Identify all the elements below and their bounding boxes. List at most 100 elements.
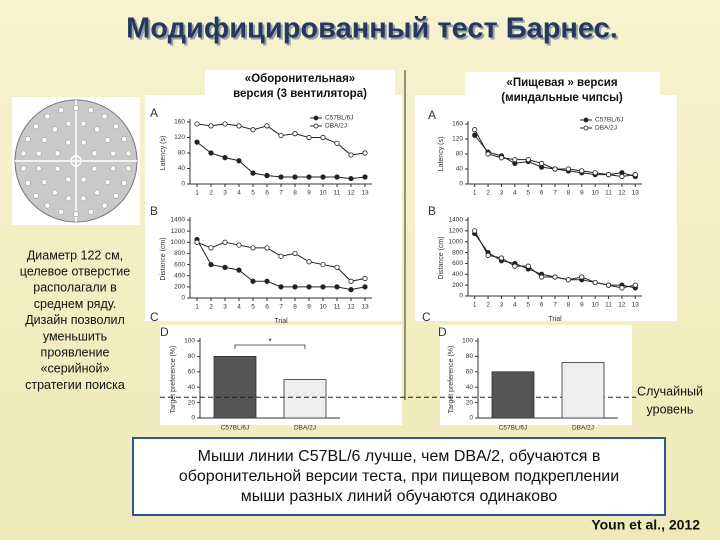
y-axis-label: Latency (s) <box>160 136 167 171</box>
data-point <box>194 239 200 245</box>
maze-hole <box>24 180 31 186</box>
y-tick-label: 80 <box>188 353 196 360</box>
y-tick-label: 400 <box>452 271 463 278</box>
caption-box <box>465 72 660 110</box>
maze-hole <box>33 192 39 199</box>
maze-hole <box>54 150 61 157</box>
maze-hole <box>58 209 64 215</box>
data-point <box>194 121 200 127</box>
description-line: проявление <box>41 345 110 359</box>
maze <box>14 99 138 223</box>
y-tick-label: 0 <box>181 181 185 188</box>
y-tick-label: 1200 <box>449 228 464 235</box>
conclusion-line: мыши разных линий обучаются одинаково <box>241 488 558 505</box>
x-axis-label: Trial <box>274 318 288 325</box>
y-tick-label: 0 <box>459 181 463 188</box>
y-tick-label: 20 <box>466 399 474 406</box>
x-tick-label: 12 <box>618 302 626 309</box>
panel-caption: (миндальные чипсы) <box>501 92 623 104</box>
chance-label: уровень <box>647 402 694 416</box>
x-tick-label: 10 <box>319 304 327 311</box>
maze-hole <box>52 189 58 196</box>
y-tick-label: 120 <box>174 134 185 141</box>
x-tick-label: 4 <box>237 304 241 311</box>
data-point <box>592 170 598 176</box>
y-tick-label: 80 <box>466 353 474 360</box>
y-tick-label: 1000 <box>449 238 464 245</box>
data-point <box>250 170 256 176</box>
data-point <box>362 174 368 180</box>
panel-letter: C <box>150 310 159 324</box>
data-point <box>236 123 242 129</box>
data-point <box>605 282 612 288</box>
x-tick-label: 2 <box>486 302 490 309</box>
x-tick-label: 6 <box>265 304 269 311</box>
data-point <box>334 284 340 290</box>
data-point <box>222 121 228 127</box>
data-point <box>552 166 558 172</box>
x-tick-label: 11 <box>334 190 341 197</box>
y-tick-label: 40 <box>178 165 186 172</box>
figure-right <box>415 95 677 321</box>
maze-hole <box>80 195 87 202</box>
x-tick-label: 12 <box>347 304 355 311</box>
data-point <box>264 245 270 251</box>
maze-hole <box>88 209 94 215</box>
maze-hole <box>44 113 51 120</box>
y-axis-label: Target preference (%) <box>170 346 177 414</box>
data-point <box>579 274 585 280</box>
x-tick-label: DBA/2J <box>294 425 316 432</box>
data-point <box>292 174 298 180</box>
maze-hole <box>54 165 61 172</box>
data-point <box>320 134 326 141</box>
data-point <box>565 166 571 172</box>
maze-hole <box>121 136 128 142</box>
title: Модифицированный тест Барнес. <box>126 13 618 45</box>
x-axis-label: Trial <box>548 316 562 323</box>
x-tick-label: 4 <box>237 190 241 197</box>
x-tick-label: 9 <box>580 190 584 197</box>
x-tick-label: 7 <box>553 190 557 197</box>
data-point <box>362 275 368 282</box>
data-point <box>208 150 214 156</box>
maze-hole <box>41 179 48 185</box>
x-tick-label: 7 <box>553 302 557 309</box>
panel-letter: B <box>428 204 436 218</box>
y-tick-label: 160 <box>174 119 185 126</box>
data-point <box>306 284 312 290</box>
legend-label: C57BL/6J <box>595 117 624 124</box>
x-tick-label: 2 <box>209 190 213 197</box>
data-point <box>320 174 326 180</box>
data-point <box>565 277 571 283</box>
data-point <box>278 284 284 290</box>
data-point <box>525 263 531 269</box>
panel-caption: версия (3 вентилятора) <box>233 88 367 100</box>
y-tick-label: 400 <box>174 272 185 279</box>
x-tick-label: DBA/2J <box>572 425 594 432</box>
x-tick-label: 5 <box>251 190 255 197</box>
x-tick-label: 3 <box>223 304 227 311</box>
y-tick-label: 0 <box>181 295 185 302</box>
x-tick-label: 10 <box>592 190 600 197</box>
y-tick-label: 120 <box>452 136 463 143</box>
data-point <box>222 155 228 161</box>
bar <box>561 362 605 419</box>
description-line: Диаметр 122 см, <box>27 248 123 262</box>
maze-hole <box>125 165 132 172</box>
data-point <box>334 140 340 146</box>
description-line: располагали в <box>33 281 117 295</box>
conclusion-line: Мыши линии C57BL/6 лучше, чем DBA/2, обу… <box>198 448 601 465</box>
maze-hole <box>35 165 42 172</box>
data-point <box>306 174 312 180</box>
description-line: среднем ряду. <box>34 297 116 311</box>
y-tick-label: 800 <box>174 250 185 257</box>
maze-hole <box>65 176 72 183</box>
maze-hole <box>80 120 87 127</box>
y-axis-label: Distance (cm) <box>438 236 445 279</box>
data-point <box>250 245 256 251</box>
x-tick-label: 13 <box>361 190 369 197</box>
data-point <box>222 264 228 270</box>
maze-hole <box>73 105 79 111</box>
maze-hole <box>58 107 64 113</box>
